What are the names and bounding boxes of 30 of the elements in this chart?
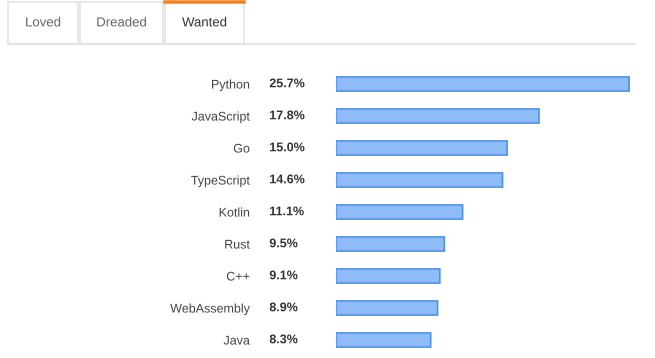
data-label: 14.6% [270, 174, 304, 184]
data-label: 25.7% [270, 78, 304, 88]
bar [336, 236, 446, 252]
y-tick-label: JavaScript [192, 111, 250, 124]
data-label: 8.3% [270, 334, 298, 344]
bar [336, 332, 432, 348]
text: Wanted [182, 16, 226, 27]
y-tick-label: Go [234, 144, 250, 153]
data-label: 8.9% [270, 302, 298, 312]
y-tick-label: Rust [225, 240, 250, 249]
bar [336, 268, 441, 284]
y-tick-label: Python [212, 79, 250, 92]
bar [336, 172, 504, 188]
y-tick-label: Kotlin [220, 207, 250, 217]
bar [336, 204, 464, 220]
y-tick-label: TypeScript [191, 175, 250, 188]
data-label: 9.1% [270, 270, 298, 280]
text: Loved [26, 16, 60, 27]
data-label: 9.5% [270, 238, 298, 248]
y-tick-label: C++ [226, 272, 250, 281]
data-label: 17.8% [270, 110, 304, 120]
y-tick-label: WebAssembly [170, 303, 250, 316]
data-label: 15.0% [270, 142, 304, 152]
bar [336, 108, 540, 124]
data-label: 11.1% [270, 206, 304, 216]
y-tick-label: Java [224, 336, 250, 345]
bar [336, 300, 438, 316]
text: Dreaded [97, 16, 146, 27]
bar [336, 140, 508, 156]
bar [336, 76, 630, 92]
